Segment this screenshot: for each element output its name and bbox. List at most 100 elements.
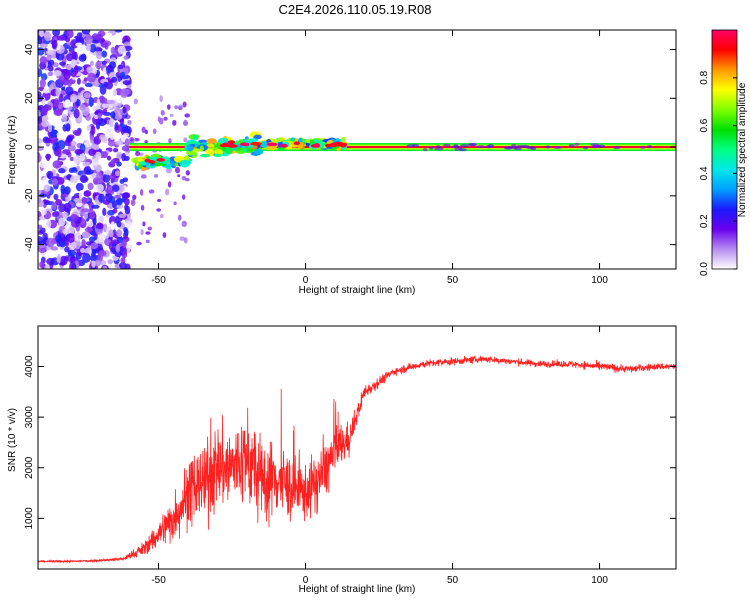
noise-blob bbox=[124, 138, 130, 148]
noise-blob bbox=[38, 224, 43, 230]
noise-blob bbox=[38, 195, 42, 203]
noise-blob bbox=[79, 174, 88, 184]
doppler-blob bbox=[137, 158, 144, 163]
spectrogram-ylabel: Frequency (Hz) bbox=[7, 116, 18, 185]
tone-fringe bbox=[583, 146, 589, 150]
noise-speck bbox=[153, 173, 159, 178]
noise-blob bbox=[116, 161, 122, 167]
noise-blob bbox=[63, 186, 71, 195]
noise-blob bbox=[107, 140, 116, 147]
y-tick-label: 4000 bbox=[24, 355, 35, 378]
noise-blob bbox=[57, 103, 64, 110]
x-tick-label: 100 bbox=[591, 575, 608, 586]
noise-blob bbox=[52, 160, 62, 169]
noise-blob bbox=[122, 106, 127, 114]
noise-blob bbox=[104, 42, 109, 50]
noise-blob bbox=[66, 233, 75, 243]
colorbar-tick-label: 0.4 bbox=[699, 166, 710, 180]
noise-blob bbox=[107, 259, 114, 265]
noise-blob bbox=[41, 177, 50, 187]
noise-blob bbox=[104, 170, 112, 176]
doppler-peak bbox=[250, 141, 262, 146]
noise-blob bbox=[82, 161, 91, 167]
noise-speck bbox=[181, 194, 186, 200]
spectrogram-data bbox=[38, 30, 676, 269]
noise-blob bbox=[40, 107, 48, 116]
noise-blob bbox=[39, 163, 49, 169]
noise-speck bbox=[182, 101, 187, 108]
noise-speck bbox=[183, 119, 188, 125]
noise-blob bbox=[102, 265, 108, 269]
noise-blob bbox=[81, 252, 91, 263]
noise-speck bbox=[140, 189, 144, 196]
noise-blob bbox=[39, 30, 44, 38]
noise-blob bbox=[115, 170, 120, 177]
noise-blob bbox=[92, 157, 99, 167]
noise-blob bbox=[96, 222, 104, 230]
noise-blob bbox=[63, 71, 71, 80]
noise-blob bbox=[90, 242, 99, 250]
noise-blob bbox=[70, 213, 79, 222]
noise-blob bbox=[51, 178, 59, 186]
noise-blob bbox=[102, 173, 111, 183]
noise-blob bbox=[85, 34, 93, 45]
noise-speck bbox=[130, 199, 136, 206]
noise-blob bbox=[98, 215, 104, 224]
tone-fringe bbox=[451, 145, 460, 149]
tone-fringe bbox=[460, 144, 470, 148]
noise-blob bbox=[111, 184, 120, 192]
noise-blob bbox=[95, 49, 103, 60]
noise-blob bbox=[81, 238, 86, 249]
tone-fringe bbox=[406, 144, 415, 148]
tone-fringe bbox=[522, 144, 530, 148]
doppler-blob bbox=[199, 153, 211, 158]
noise-speck bbox=[185, 170, 190, 176]
noise-blob bbox=[102, 111, 112, 117]
noise-blob bbox=[72, 167, 78, 173]
noise-blob bbox=[85, 44, 92, 51]
noise-blob bbox=[98, 233, 104, 242]
noise-blob bbox=[103, 238, 111, 246]
noise-blob bbox=[86, 125, 92, 131]
doppler-blob bbox=[235, 147, 241, 151]
tone-fringe bbox=[514, 147, 522, 151]
noise-blob bbox=[83, 92, 91, 99]
tone-fringe bbox=[574, 142, 580, 146]
noise-blob bbox=[89, 60, 94, 67]
noise-speck bbox=[179, 236, 185, 241]
colorbar-tick-label: 0.6 bbox=[699, 118, 710, 132]
noise-blob bbox=[53, 109, 63, 116]
noise-blob bbox=[108, 229, 114, 238]
doppler-peak bbox=[144, 158, 151, 163]
noise-blob bbox=[119, 118, 125, 126]
noise-blob bbox=[87, 220, 94, 228]
doppler-peak bbox=[156, 158, 166, 162]
noise-blob bbox=[92, 217, 97, 226]
noise-blob bbox=[88, 236, 96, 243]
doppler-peak bbox=[227, 140, 236, 144]
x-tick-label: 50 bbox=[447, 275, 459, 286]
snr-panel: -50 0 50 100 1000 2000 3000 4000 Height of str… bbox=[7, 325, 677, 595]
noise-blob bbox=[115, 140, 124, 146]
x-tick-label: -50 bbox=[151, 575, 166, 586]
noise-blob bbox=[112, 89, 118, 97]
noise-speck bbox=[141, 126, 146, 134]
noise-blob bbox=[63, 81, 73, 87]
noise-speck bbox=[127, 119, 132, 125]
noise-blob bbox=[64, 99, 71, 108]
noise-blob bbox=[47, 71, 54, 77]
noise-speck bbox=[136, 241, 142, 246]
noise-blob bbox=[81, 30, 91, 35]
noise-speck bbox=[134, 151, 141, 157]
noise-blob bbox=[74, 148, 84, 155]
noise-blob bbox=[74, 64, 79, 75]
noise-blob bbox=[41, 120, 50, 128]
noise-blob bbox=[123, 227, 128, 233]
noise-blob bbox=[46, 237, 55, 248]
tone-fringe bbox=[646, 144, 653, 148]
noise-blob bbox=[45, 49, 55, 55]
noise-blob bbox=[64, 37, 71, 42]
noise-speck bbox=[157, 116, 161, 123]
noise-blob bbox=[60, 184, 66, 195]
